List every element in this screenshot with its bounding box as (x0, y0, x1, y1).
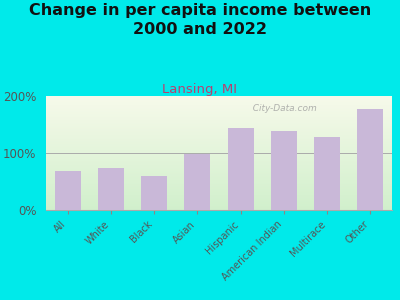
Text: Lansing, MI: Lansing, MI (162, 82, 238, 95)
Text: Change in per capita income between
2000 and 2022: Change in per capita income between 2000… (29, 3, 371, 37)
Bar (55, 171, 80, 210)
Bar (314, 137, 340, 210)
Bar (98, 168, 124, 210)
Bar (271, 131, 297, 210)
Bar (184, 154, 210, 210)
Text: City-Data.com: City-Data.com (247, 104, 316, 113)
Bar (141, 176, 167, 210)
Bar (358, 109, 383, 210)
Bar (228, 128, 254, 210)
